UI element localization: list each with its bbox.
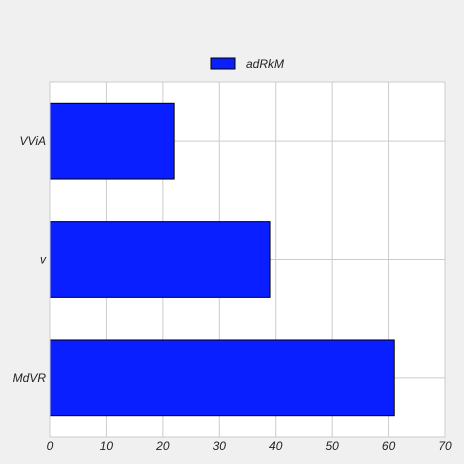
y-tick-label: VViA [20,134,46,148]
bars [49,102,395,417]
bar-v [49,221,271,298]
x-tick-label: 0 [47,439,54,453]
x-tick-label: 10 [100,439,114,453]
legend-swatch [210,57,236,70]
x-tick-label: 70 [438,439,452,453]
x-tick-labels: 0 10 20 30 40 50 60 70 [47,439,452,453]
legend: adRkM [210,57,284,71]
x-tick-label: 50 [325,439,339,453]
legend-label: adRkM [246,57,284,71]
bar-MdVR [49,339,395,417]
x-tick-label: 20 [155,439,170,453]
y-tick-labels: VViA v MdVR [13,134,47,385]
plot-frame [49,81,446,438]
x-tick-label: 60 [382,439,396,453]
y-tick-label: MdVR [13,371,47,385]
x-tick-label: 40 [269,439,283,453]
y-tick-label: v [40,253,47,267]
x-tick-label: 30 [213,439,227,453]
bar-VViA [49,102,175,180]
